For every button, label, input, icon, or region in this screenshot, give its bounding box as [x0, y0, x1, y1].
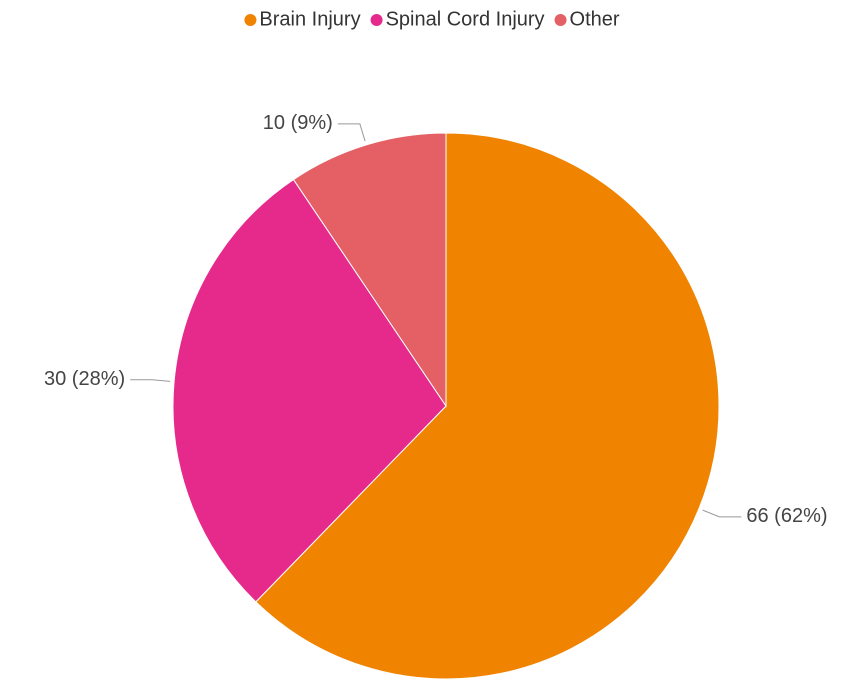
leader-line — [702, 509, 742, 518]
data-label: 10 (9%) — [263, 112, 333, 134]
legend-marker — [370, 14, 383, 26]
pie-slice — [292, 132, 447, 408]
legend-marker — [244, 14, 257, 26]
pie-slice — [172, 178, 447, 603]
legend-label: Other — [570, 8, 620, 30]
legend-label: Spinal Cord Injury — [386, 8, 545, 30]
legend-label: Brain Injury — [259, 8, 360, 30]
pie-slice — [255, 132, 720, 680]
data-label: 30 (28%) — [44, 368, 125, 390]
legend-marker — [554, 14, 567, 26]
leader-line — [130, 379, 171, 382]
data-label: 66 (62%) — [746, 505, 827, 527]
leader-line — [337, 123, 366, 142]
